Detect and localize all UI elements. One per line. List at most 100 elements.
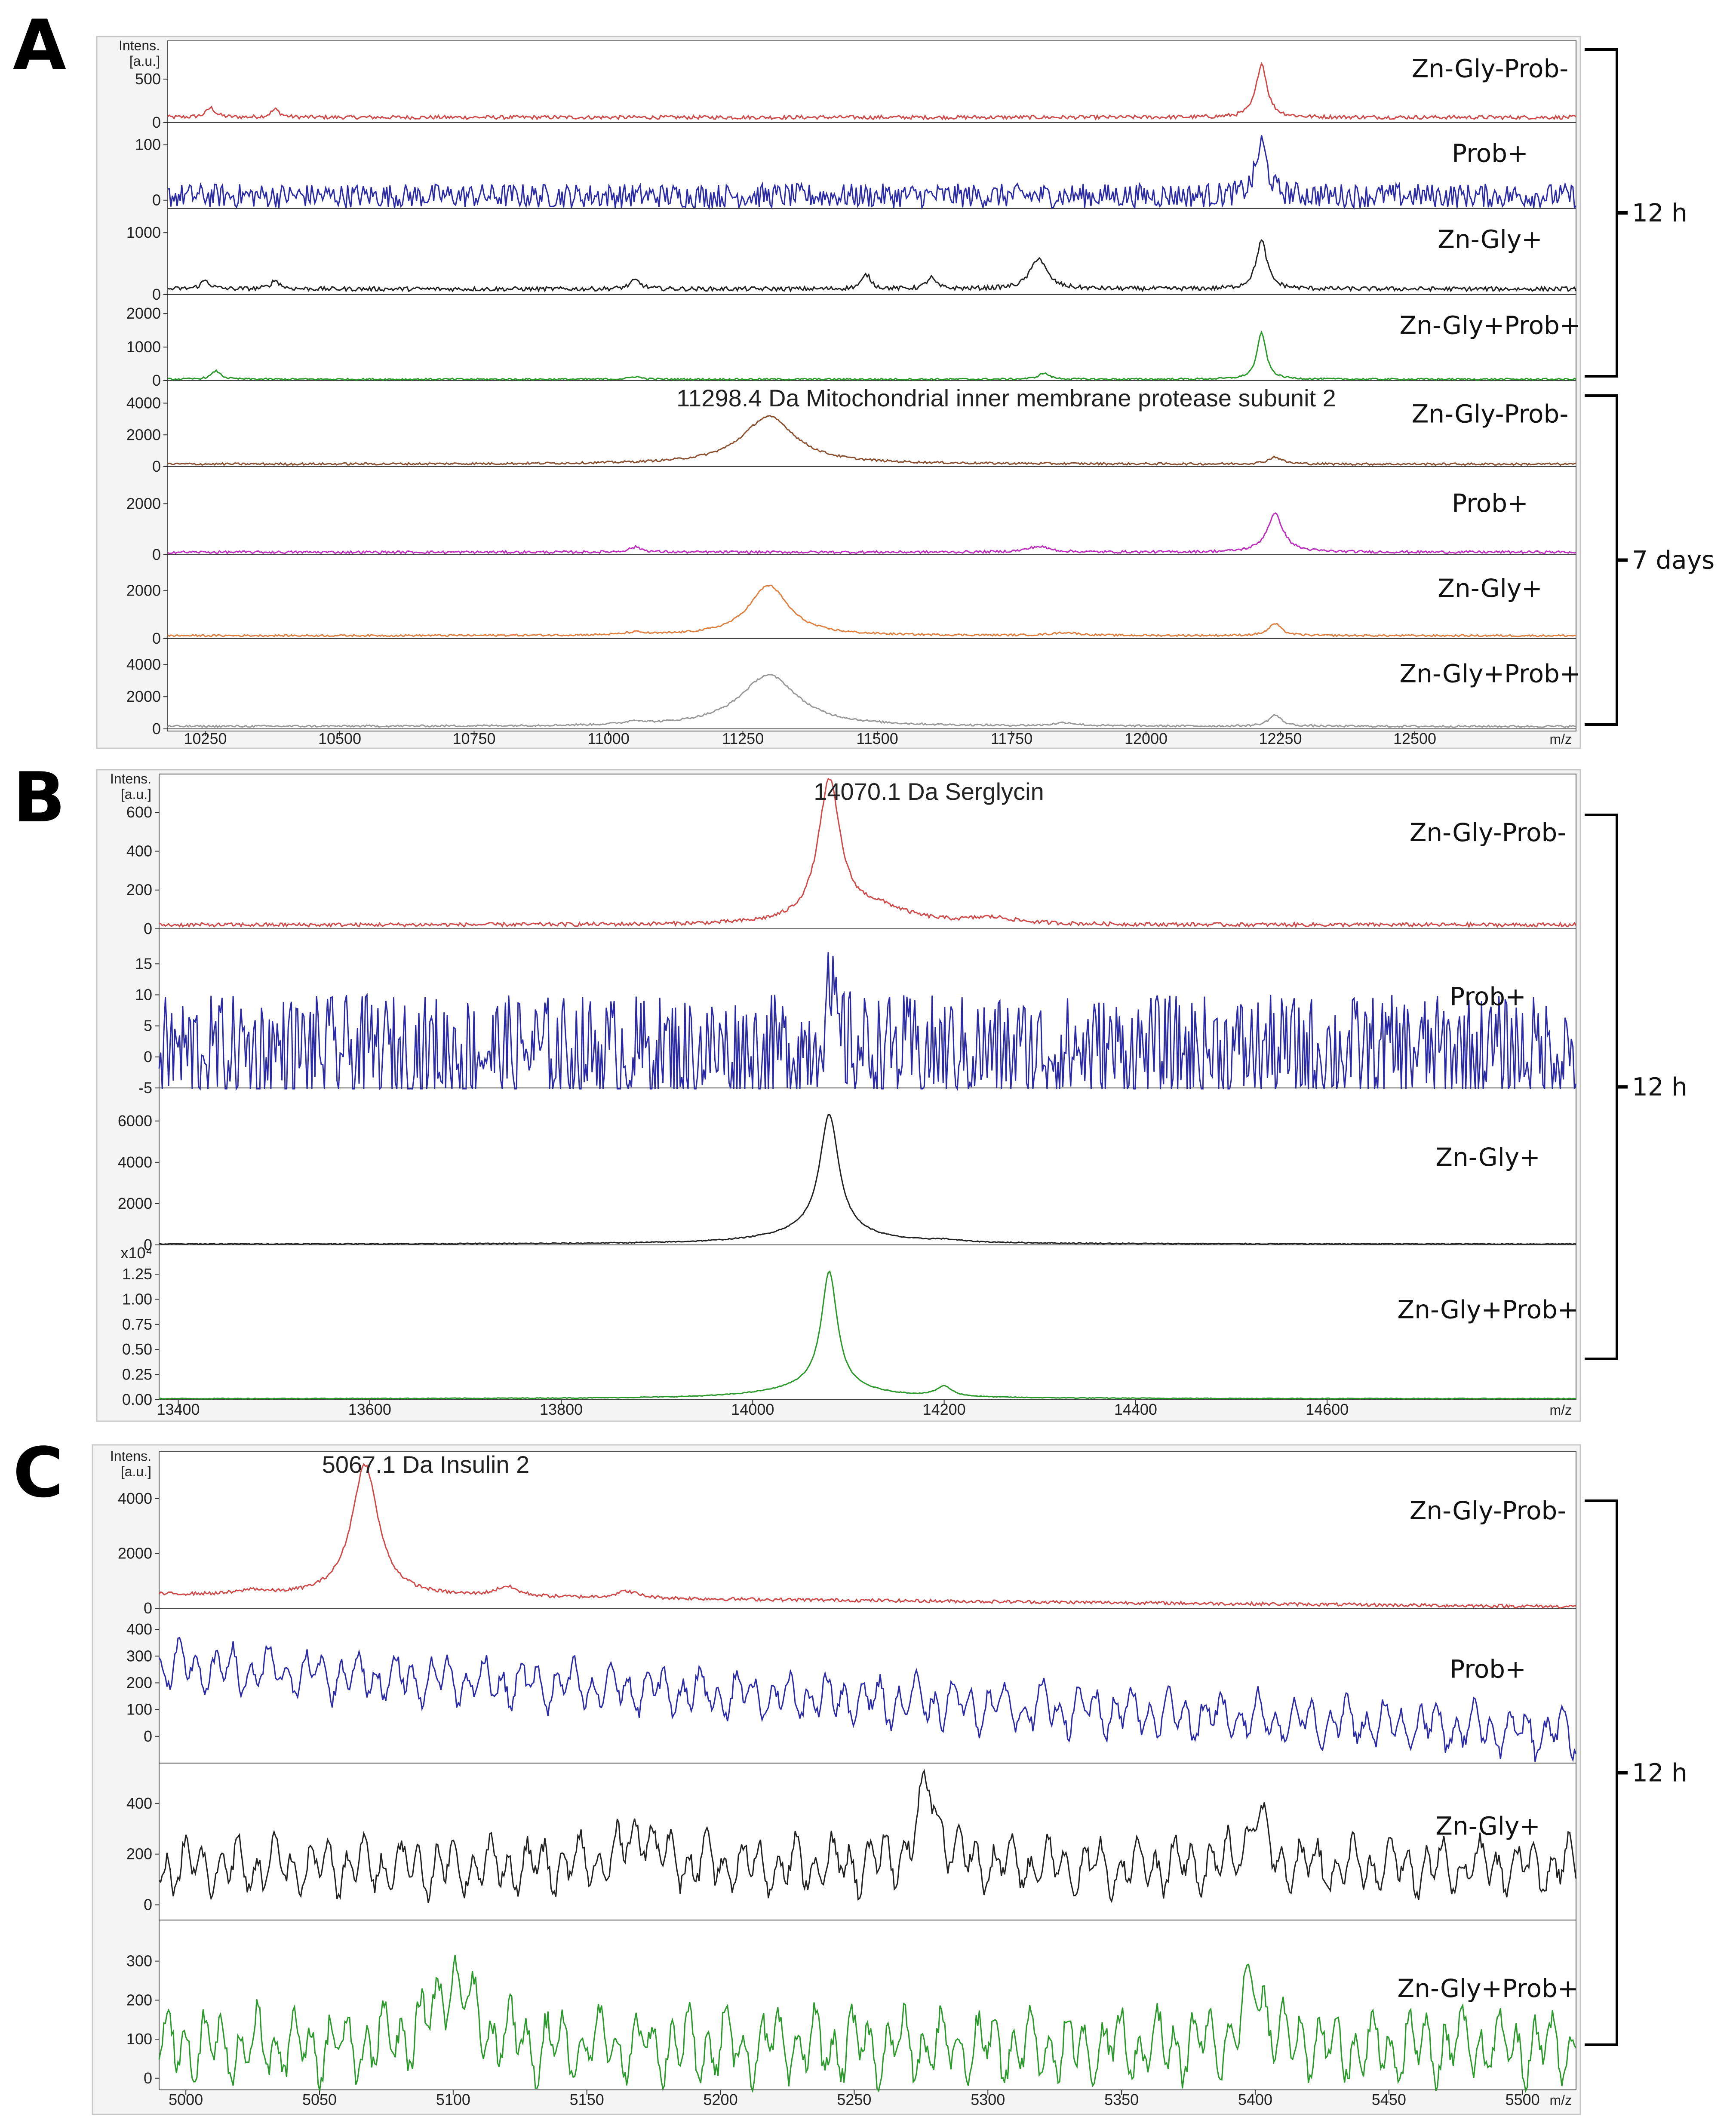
- spectrum-line: [167, 674, 1576, 728]
- group-bracket: 12 h: [1585, 814, 1687, 1360]
- spectrum-line: [159, 1114, 1576, 1245]
- group-bracket: 12 h: [1585, 48, 1687, 378]
- x-tick-label: 14600: [1306, 1401, 1349, 1418]
- spectrum-line: [167, 415, 1576, 466]
- x-tick-label: 13800: [540, 1401, 583, 1418]
- spectrum-line: [167, 62, 1577, 121]
- trace-3: 0 200 400 Zn-Gly+: [126, 1769, 1577, 1920]
- y-tick-label: 1.00: [122, 1290, 152, 1308]
- x-tick-label: 11750: [991, 730, 1032, 747]
- peak-annotation: 5067.1 Da Insulin 2: [322, 1451, 530, 1478]
- trace-8: 0 2000 4000 Zn-Gly+Prob+: [126, 655, 1581, 737]
- trace-2: -5 0 5 10 15 Prob+: [135, 952, 1577, 1097]
- y-tick-label: 0: [152, 372, 161, 389]
- x-tick-label: 14400: [1114, 1401, 1157, 1418]
- y-tick-label: 2000: [126, 688, 161, 705]
- spectrum-line: [158, 1462, 1576, 1609]
- y-tick-label: 200: [126, 1845, 152, 1863]
- x-tick-label: 5450: [1372, 2091, 1406, 2108]
- spectrum-line: [158, 952, 1577, 1091]
- trace-4: 0 100 200 300 Zn-Gly+Prob+: [126, 1952, 1579, 2093]
- y-tick-label: 0.75: [122, 1315, 152, 1333]
- y-tick-label: 4000: [126, 394, 161, 412]
- y-tick-label: 0: [152, 458, 161, 475]
- x-tick-label: 11250: [722, 730, 764, 747]
- y-axis-unit: [a.u.]: [121, 1464, 151, 1479]
- x-tick-label: 5000: [169, 2091, 203, 2108]
- x-tick-label: 14200: [923, 1401, 966, 1418]
- trace-label: Prob+: [1450, 1655, 1526, 1684]
- plot-area: [167, 40, 1576, 731]
- trace-label: Prob+: [1452, 139, 1528, 168]
- y-tick-label: 10: [135, 986, 152, 1003]
- panel-letter: B: [13, 757, 65, 838]
- trace-label: Zn-Gly+: [1438, 574, 1542, 603]
- x-tick-label: 5400: [1238, 2091, 1272, 2108]
- y-tick-label: 2000: [126, 304, 161, 322]
- panel-a: A Intens.[a.u.] 10250 10500 10750 11000 11250 1…: [13, 5, 1714, 749]
- panel-c: C Intens.[a.u.] 5000 5050 5100 5150 5200 5250 53…: [13, 1432, 1687, 2115]
- plot-area: [159, 1451, 1576, 2090]
- trace-label: Zn-Gly+Prob+: [1398, 1974, 1579, 2003]
- x-tick-label: 14000: [731, 1401, 774, 1418]
- y-tick-label: 0.50: [122, 1340, 152, 1358]
- y-tick-label: 0: [152, 191, 161, 209]
- trace-6: 0 2000 Prob+: [126, 489, 1576, 563]
- trace-label: Zn-Gly+: [1435, 1812, 1540, 1841]
- group-label: 12 h: [1632, 1758, 1687, 1788]
- x-tick-label: 10250: [184, 730, 227, 747]
- group-label: 12 h: [1632, 198, 1687, 227]
- y-tick-label: 500: [135, 70, 161, 88]
- y-tick-label: 0: [144, 1599, 152, 1617]
- y-tick-label: 200: [126, 1991, 152, 2009]
- y-tick-label: 0: [144, 920, 152, 937]
- spectrum-line: [158, 1637, 1577, 1762]
- spectrum-line: [167, 135, 1577, 210]
- y-tick-label: 0.25: [122, 1366, 152, 1383]
- x-axis-label: m/z: [1549, 731, 1572, 747]
- y-axis-unit: [a.u.]: [121, 787, 151, 802]
- panel-b: B Intens.[a.u.] 13400 13600 13800 14000 14200 1…: [13, 757, 1687, 1422]
- x-tick-label: 5050: [302, 2091, 337, 2108]
- y-tick-label: 1.25: [122, 1265, 152, 1283]
- spectrum-line: [158, 1769, 1577, 1904]
- peak-annotation: 11298.4 Da Mitochondrial inner membrane …: [676, 384, 1336, 412]
- trace-3: 0 2000 4000 6000 Zn-Gly+: [118, 1112, 1576, 1254]
- y-tick-label: 1000: [126, 338, 161, 356]
- trace-label: Zn-Gly+Prob+: [1398, 1295, 1579, 1324]
- trace-label: Zn-Gly+: [1435, 1143, 1540, 1172]
- panel-letter: A: [13, 5, 66, 85]
- x-tick-label: 11000: [587, 730, 629, 747]
- x-tick-label: 11500: [856, 730, 898, 747]
- trace-label: Prob+: [1452, 489, 1528, 518]
- x-tick-label: 5350: [1104, 2091, 1139, 2108]
- y-axis-label: Intens.: [119, 38, 160, 53]
- trace-label: Zn-Gly+Prob+: [1400, 659, 1581, 688]
- spectrum-line: [167, 584, 1576, 638]
- trace-label: Prob+: [1450, 982, 1526, 1011]
- y-tick-label: 2000: [118, 1195, 152, 1212]
- y-tick-label: 0: [144, 1048, 152, 1066]
- y-tick-label: 5: [144, 1017, 152, 1035]
- x-tick-label: 13400: [157, 1401, 200, 1418]
- y-tick-label: 0: [144, 1236, 152, 1254]
- group-bracket: 7 days: [1585, 394, 1714, 726]
- y-tick-label: 400: [126, 1620, 152, 1638]
- trace-label: Zn-Gly+: [1438, 225, 1542, 254]
- y-tick-label: 200: [126, 881, 152, 899]
- y-tick-label: 4000: [126, 655, 161, 673]
- y-tick-label: 2000: [126, 582, 161, 599]
- y-tick-label: 2000: [126, 495, 161, 512]
- y-tick-label: 600: [126, 803, 152, 821]
- y-tick-label: 0.00: [122, 1391, 152, 1408]
- x-tick-label: 5300: [971, 2091, 1005, 2108]
- plot-area: [159, 774, 1576, 1400]
- x-tick-label: 10500: [318, 730, 361, 747]
- x-tick-label: 5500: [1506, 2091, 1540, 2108]
- y-tick-label: 0: [152, 286, 161, 303]
- y-exponent: x10⁴: [120, 1244, 152, 1262]
- trace-2: 0 100 200 300 400 Prob+: [126, 1620, 1577, 1764]
- trace-label: Zn-Gly+Prob+: [1400, 311, 1581, 340]
- y-axis-label: Intens.: [110, 1448, 151, 1464]
